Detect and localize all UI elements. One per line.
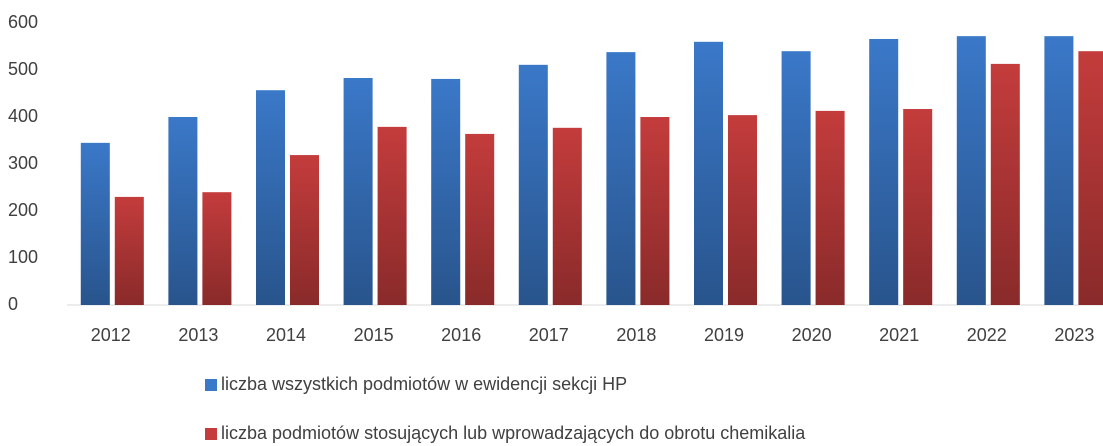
legend-label: liczba wszystkich podmiotów w ewidencji … — [221, 374, 627, 394]
bar — [728, 115, 757, 306]
bar — [256, 90, 285, 306]
bar — [1044, 36, 1074, 305]
x-tick-label: 2017 — [529, 325, 569, 345]
x-tick-label: 2018 — [616, 325, 656, 345]
legend-swatch — [205, 379, 217, 391]
y-tick-label: 200 — [8, 200, 38, 220]
x-tick-label: 2019 — [704, 325, 744, 345]
bar — [168, 117, 198, 305]
x-tick-label: 2022 — [967, 325, 1007, 345]
x-tick-label: 2013 — [178, 325, 218, 345]
x-tick-label: 2014 — [266, 325, 306, 345]
bar — [465, 133, 495, 305]
y-tick-label: 500 — [8, 59, 38, 79]
bar — [606, 52, 636, 305]
x-tick-label: 2021 — [879, 325, 919, 345]
x-tick-label: 2020 — [792, 325, 832, 345]
bar — [377, 126, 407, 306]
x-tick-label: 2015 — [354, 325, 394, 345]
x-tick-label: 2023 — [1054, 325, 1094, 345]
y-tick-label: 0 — [8, 294, 18, 314]
bar — [290, 155, 319, 305]
bar — [343, 77, 373, 306]
bar — [114, 196, 144, 305]
bar — [552, 127, 582, 305]
bar — [202, 192, 232, 305]
bar — [815, 110, 845, 305]
legend-label: liczba podmiotów stosujących lub wprowad… — [221, 423, 806, 443]
legend-swatch — [205, 428, 217, 440]
bar — [956, 36, 986, 305]
bar — [694, 41, 723, 306]
bar — [903, 109, 933, 305]
bar — [990, 63, 1020, 305]
bar — [781, 51, 811, 306]
bar — [80, 142, 110, 305]
x-tick-label: 2012 — [91, 325, 131, 345]
y-tick-label: 100 — [8, 247, 38, 267]
bar — [869, 38, 899, 305]
y-tick-label: 400 — [8, 106, 38, 126]
bar — [1078, 51, 1103, 306]
bar — [518, 64, 548, 305]
bar — [431, 78, 461, 306]
bar — [640, 117, 670, 305]
x-tick-label: 2016 — [441, 325, 481, 345]
y-tick-label: 300 — [8, 153, 38, 173]
y-tick-label: 600 — [8, 12, 38, 32]
